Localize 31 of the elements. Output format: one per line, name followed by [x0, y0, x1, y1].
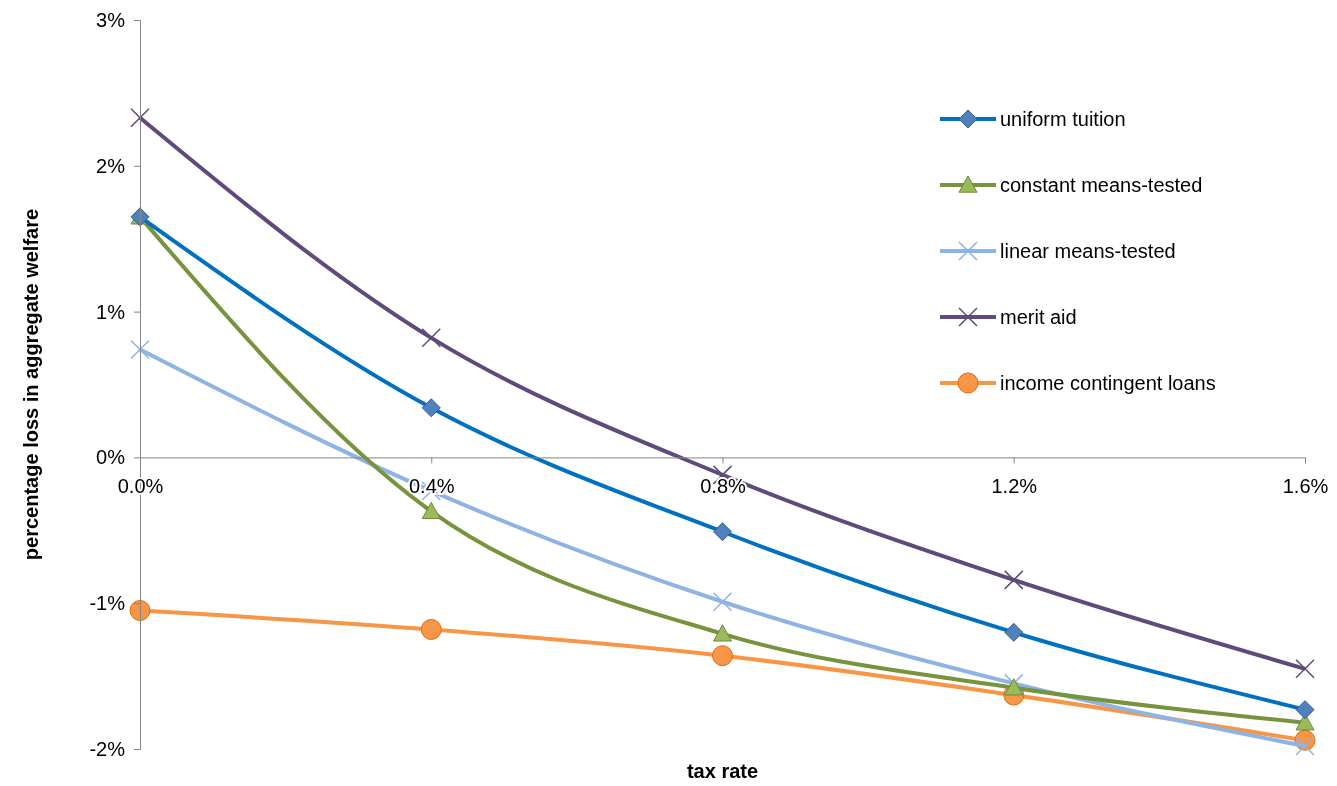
x-tick-label: 1.2%	[991, 475, 1038, 498]
point	[130, 339, 150, 360]
x-tick-label: 1.6%	[1282, 475, 1329, 498]
legend-label: merit aid	[1000, 306, 1077, 328]
point	[1004, 570, 1024, 590]
x-tick-label: 0.8%	[700, 475, 747, 498]
y-axis-title: percentage loss in aggregate welfare	[20, 208, 42, 561]
y-tick-label: 3%	[96, 8, 126, 31]
point	[129, 599, 151, 621]
y-tick-label: 2%	[96, 154, 126, 177]
point	[1295, 736, 1315, 756]
x-axis-title: tax rate	[686, 760, 759, 782]
y-tick-label: 0%	[96, 446, 126, 469]
y-tick-label: 1%	[96, 300, 126, 323]
legend-label: income contingent loans	[1000, 372, 1216, 394]
legend-label: uniform tuition	[1000, 108, 1126, 130]
point	[421, 501, 441, 520]
point	[712, 645, 733, 667]
legend-label: constant means-tested	[1000, 174, 1203, 196]
x-tick-label: 0.0%	[117, 475, 164, 498]
point	[421, 328, 441, 348]
y-tick-label: -2%	[89, 737, 126, 760]
x-tick-label: 0.4%	[408, 475, 455, 498]
point	[713, 624, 732, 642]
point	[1295, 659, 1315, 679]
point	[1004, 678, 1024, 696]
y-tick-label: -1%	[89, 592, 126, 615]
point	[420, 618, 442, 640]
legend-label: linear means-tested	[1000, 240, 1176, 262]
point	[712, 591, 733, 612]
point	[130, 107, 150, 128]
